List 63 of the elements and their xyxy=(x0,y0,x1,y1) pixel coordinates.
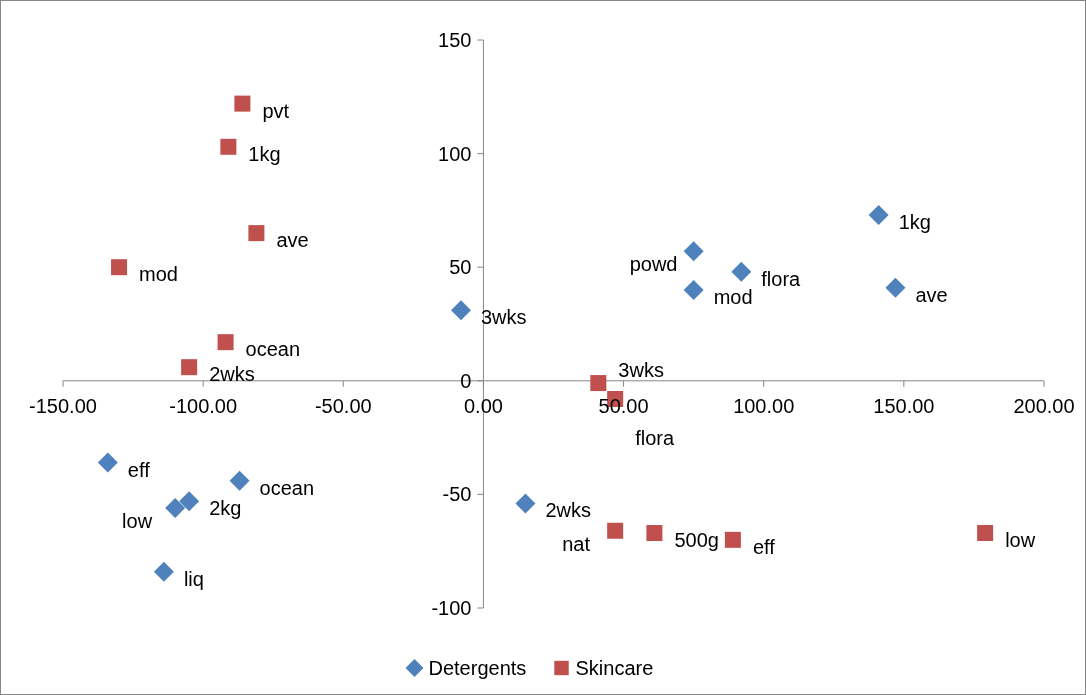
annotation: low xyxy=(122,510,153,533)
point xyxy=(451,300,472,321)
annotation: pvt xyxy=(262,99,290,122)
annotation: eff xyxy=(127,458,151,481)
y-tick-label: -100 xyxy=(431,597,472,619)
point xyxy=(607,522,624,539)
annotation: flora xyxy=(761,267,802,290)
legend-label: Skincare xyxy=(575,657,654,679)
point xyxy=(683,279,704,300)
x-tick-label: 150.00 xyxy=(873,394,935,417)
annotation: 1kg xyxy=(248,142,281,165)
point xyxy=(153,561,174,582)
point xyxy=(111,259,128,276)
x-tick-label: -50.00 xyxy=(314,394,372,417)
point xyxy=(165,498,186,519)
annotation: 2wks xyxy=(209,363,255,386)
y-tick-label: 0 xyxy=(460,369,472,392)
x-tick-label: 0.00 xyxy=(463,394,503,417)
point xyxy=(217,334,234,351)
point xyxy=(248,225,265,242)
x-tick-label: 200.00 xyxy=(1013,394,1075,417)
point xyxy=(234,95,251,112)
y-tick-label: 100 xyxy=(438,142,472,165)
point xyxy=(868,204,889,225)
legend-label: Detergents xyxy=(428,657,527,679)
point xyxy=(97,452,118,473)
annotation: ocean xyxy=(245,338,301,361)
point xyxy=(683,241,704,262)
point xyxy=(977,525,994,542)
x-tick-label: -100.00 xyxy=(169,394,238,417)
point xyxy=(731,261,752,282)
point xyxy=(179,491,200,512)
annotation: mod xyxy=(713,285,753,308)
annotation: 3wks xyxy=(481,306,527,329)
point xyxy=(590,375,607,392)
annotation: liq xyxy=(183,567,204,590)
point xyxy=(181,359,198,376)
annotation: nat xyxy=(562,532,591,555)
annotation: flora xyxy=(635,426,675,449)
point xyxy=(885,277,906,298)
annotation: mod xyxy=(139,263,178,286)
annotation: ave xyxy=(915,283,948,306)
annotation: 3wks xyxy=(618,359,664,382)
point xyxy=(515,493,536,514)
annotation: ave xyxy=(276,229,309,252)
y-tick-label: 150 xyxy=(438,29,472,51)
annotation: low xyxy=(1005,529,1036,552)
annotation: eff xyxy=(752,535,776,558)
annotation: 2kg xyxy=(209,497,242,520)
annotation: powd xyxy=(629,253,678,276)
y-tick-label: 50 xyxy=(449,256,472,279)
y-tick-label: -50 xyxy=(442,483,472,506)
x-tick-label: -150.00 xyxy=(29,394,97,417)
annotation: 2wks xyxy=(545,499,592,522)
x-tick-label: 100.00 xyxy=(733,394,795,417)
point xyxy=(229,470,250,491)
point xyxy=(724,531,741,548)
annotation: 1kg xyxy=(898,210,931,233)
annotation: ocean xyxy=(259,476,315,499)
x-tick-label: 50.00 xyxy=(598,394,649,417)
point xyxy=(220,138,237,155)
annotation: 500g xyxy=(674,529,719,552)
point xyxy=(646,525,663,542)
